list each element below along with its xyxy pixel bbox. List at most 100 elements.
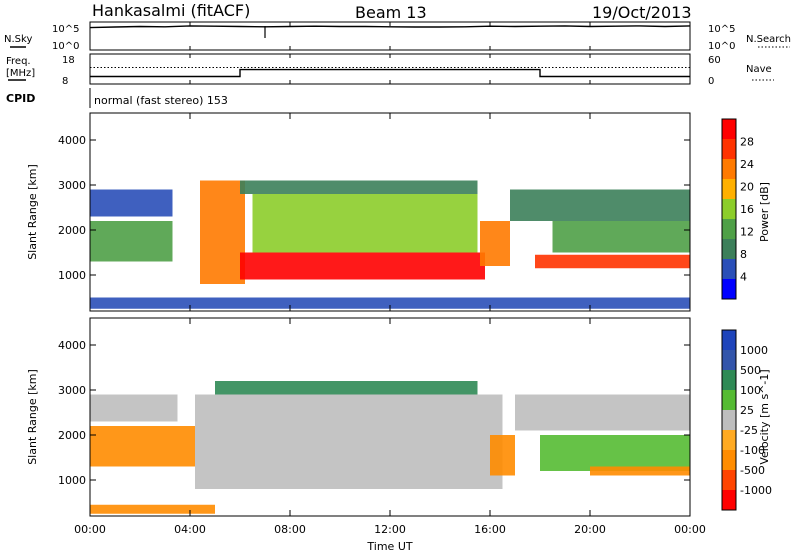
power-cbar-swatch-0 xyxy=(722,279,736,299)
cpid-label: CPID xyxy=(6,92,35,105)
velocity-ytick-label-2: 3000 xyxy=(58,384,86,397)
power-region-9 xyxy=(552,221,690,253)
velocity-region-3 xyxy=(215,381,478,395)
date-title: 19/Oct/2013 xyxy=(592,3,692,22)
velocity-region-0 xyxy=(90,426,195,467)
velocity-cbar-swatch-0 xyxy=(722,330,736,350)
power-region-7 xyxy=(510,189,690,221)
power-region-6 xyxy=(480,221,510,266)
nave-tick-low: 0 xyxy=(708,76,714,87)
power-y-label: Slant Range [km] xyxy=(26,164,39,260)
power-ytick-label-1: 2000 xyxy=(58,224,86,237)
nsearch-tick-low: 10^0 xyxy=(708,41,735,52)
freq-series xyxy=(90,68,690,78)
velocity-cbar-tick-0: 1000 xyxy=(740,344,768,357)
velocity-region-7 xyxy=(590,466,690,476)
power-y-ticks: 1000 2000 3000 4000 xyxy=(58,134,690,282)
velocity-region-4 xyxy=(490,435,515,476)
xtick-label-1: 04:00 xyxy=(174,523,206,536)
nsky-series xyxy=(89,25,691,29)
power-cbar-tick-6: 28 xyxy=(740,136,754,149)
power-cbar-tick-5: 24 xyxy=(740,158,754,171)
nsearch-label: N.Search xyxy=(746,34,791,45)
nsky-tick-low: 10^0 xyxy=(52,41,79,52)
power-ytick-label-0: 1000 xyxy=(58,269,86,282)
velocity-panel: 1000 2000 3000 4000 Slant Range [km] 1000 50… xyxy=(26,317,772,517)
station-title: Hankasalmi (fitACF) xyxy=(92,1,250,20)
freq-tick-high: 18 xyxy=(62,55,75,66)
velocity-y-label: Slant Range [km] xyxy=(26,369,39,465)
power-ytick-label-2: 3000 xyxy=(58,179,86,192)
power-cbar-tick-0: 4 xyxy=(740,271,747,284)
xtick-label-2: 08:00 xyxy=(274,523,306,536)
xtick-label-3: 12:00 xyxy=(374,523,406,536)
power-cbar-swatch-8 xyxy=(722,119,736,139)
velocity-cbar-tick-6: -500 xyxy=(740,464,765,477)
x-ticks: 00:00 04:00 08:00 12:00 16:00 20:00 00:00 xyxy=(74,22,706,536)
power-cbar-tick-1: 8 xyxy=(740,248,747,261)
power-region-0 xyxy=(90,221,173,262)
velocity-cbar-tick-4: -25 xyxy=(740,424,758,437)
power-colorbar-label: Power [dB] xyxy=(758,182,771,242)
freq-unit: [MHz] xyxy=(6,68,35,79)
power-cbar-swatch-5 xyxy=(722,179,736,199)
xtick-label-5: 20:00 xyxy=(574,523,606,536)
nave-label: Nave xyxy=(746,64,772,75)
power-cbar-frame xyxy=(721,118,737,300)
velocity-ytick-label-1: 2000 xyxy=(58,429,86,442)
velocity-y-ticks: 1000 2000 3000 4000 xyxy=(58,339,690,487)
power-colorbar: 4 8 12 16 20 24 28 xyxy=(721,118,754,300)
velocity-cbar-tick-7: -1000 xyxy=(740,484,772,497)
power-region-4 xyxy=(252,194,478,253)
power-ytick-label-3: 4000 xyxy=(58,134,86,147)
velocity-cbar-swatch-5 xyxy=(722,430,736,450)
power-heatmap xyxy=(90,180,690,309)
velocity-ytick-label-0: 1000 xyxy=(58,474,86,487)
velocity-region-1 xyxy=(90,394,178,422)
velocity-cbar-tick-1: 500 xyxy=(740,364,761,377)
freq-tick-low: 8 xyxy=(62,76,68,87)
power-cbar-swatch-6 xyxy=(722,159,736,179)
power-region-1 xyxy=(90,189,173,217)
velocity-colorbar-label: Velocity [m s^-1] xyxy=(758,369,771,464)
velocity-heatmap xyxy=(90,381,690,514)
velocity-cbar-tick-3: 25 xyxy=(740,404,754,417)
power-cbar-swatch-3 xyxy=(722,219,736,239)
velocity-cbar-tick-5: -100 xyxy=(740,444,765,457)
power-cbar-tick-2: 12 xyxy=(740,226,754,239)
velocity-cbar-swatch-4 xyxy=(722,410,736,430)
power-cbar-swatch-7 xyxy=(722,139,736,159)
power-cbar-tick-3: 16 xyxy=(740,203,754,216)
velocity-region-8 xyxy=(90,504,215,514)
velocity-cbar-swatch-7 xyxy=(722,470,736,490)
velocity-cbar-swatch-8 xyxy=(722,490,736,510)
velocity-cbar-swatch-3 xyxy=(722,390,736,410)
beam-title: Beam 13 xyxy=(355,3,427,22)
velocity-cbar-tick-2: 100 xyxy=(740,384,761,397)
velocity-ytick-label-3: 4000 xyxy=(58,339,86,352)
xtick-label-0: 00:00 xyxy=(74,523,106,536)
power-cbar-swatch-2 xyxy=(722,239,736,259)
power-cbar-tick-4: 20 xyxy=(740,181,754,194)
power-region-5 xyxy=(240,180,478,194)
cpid-text: normal (fast stereo) 153 xyxy=(94,94,228,107)
power-cbar-swatch-1 xyxy=(722,259,736,279)
x-axis-label: Time UT xyxy=(366,540,412,553)
velocity-cbar-swatch-6 xyxy=(722,450,736,470)
power-region-10 xyxy=(90,297,690,309)
nsky-panel: N.Sky 10^5 10^0 10^5 10^0 N.Search xyxy=(4,21,791,52)
xtick-label-4: 16:00 xyxy=(474,523,506,536)
velocity-cbar-swatch-1 xyxy=(722,350,736,370)
power-region-3 xyxy=(240,252,485,280)
velocity-region-2 xyxy=(195,394,503,489)
nsky-label: N.Sky xyxy=(4,34,32,45)
velocity-region-6 xyxy=(540,435,690,471)
velocity-cbar-swatch-2 xyxy=(722,370,736,390)
freq-label: Freq. xyxy=(6,56,31,67)
velocity-cbar-frame xyxy=(721,329,737,511)
power-region-8 xyxy=(535,254,690,269)
power-cbar-swatch-4 xyxy=(722,199,736,219)
velocity-region-5 xyxy=(515,394,690,431)
nsearch-tick-high: 10^5 xyxy=(708,24,735,35)
